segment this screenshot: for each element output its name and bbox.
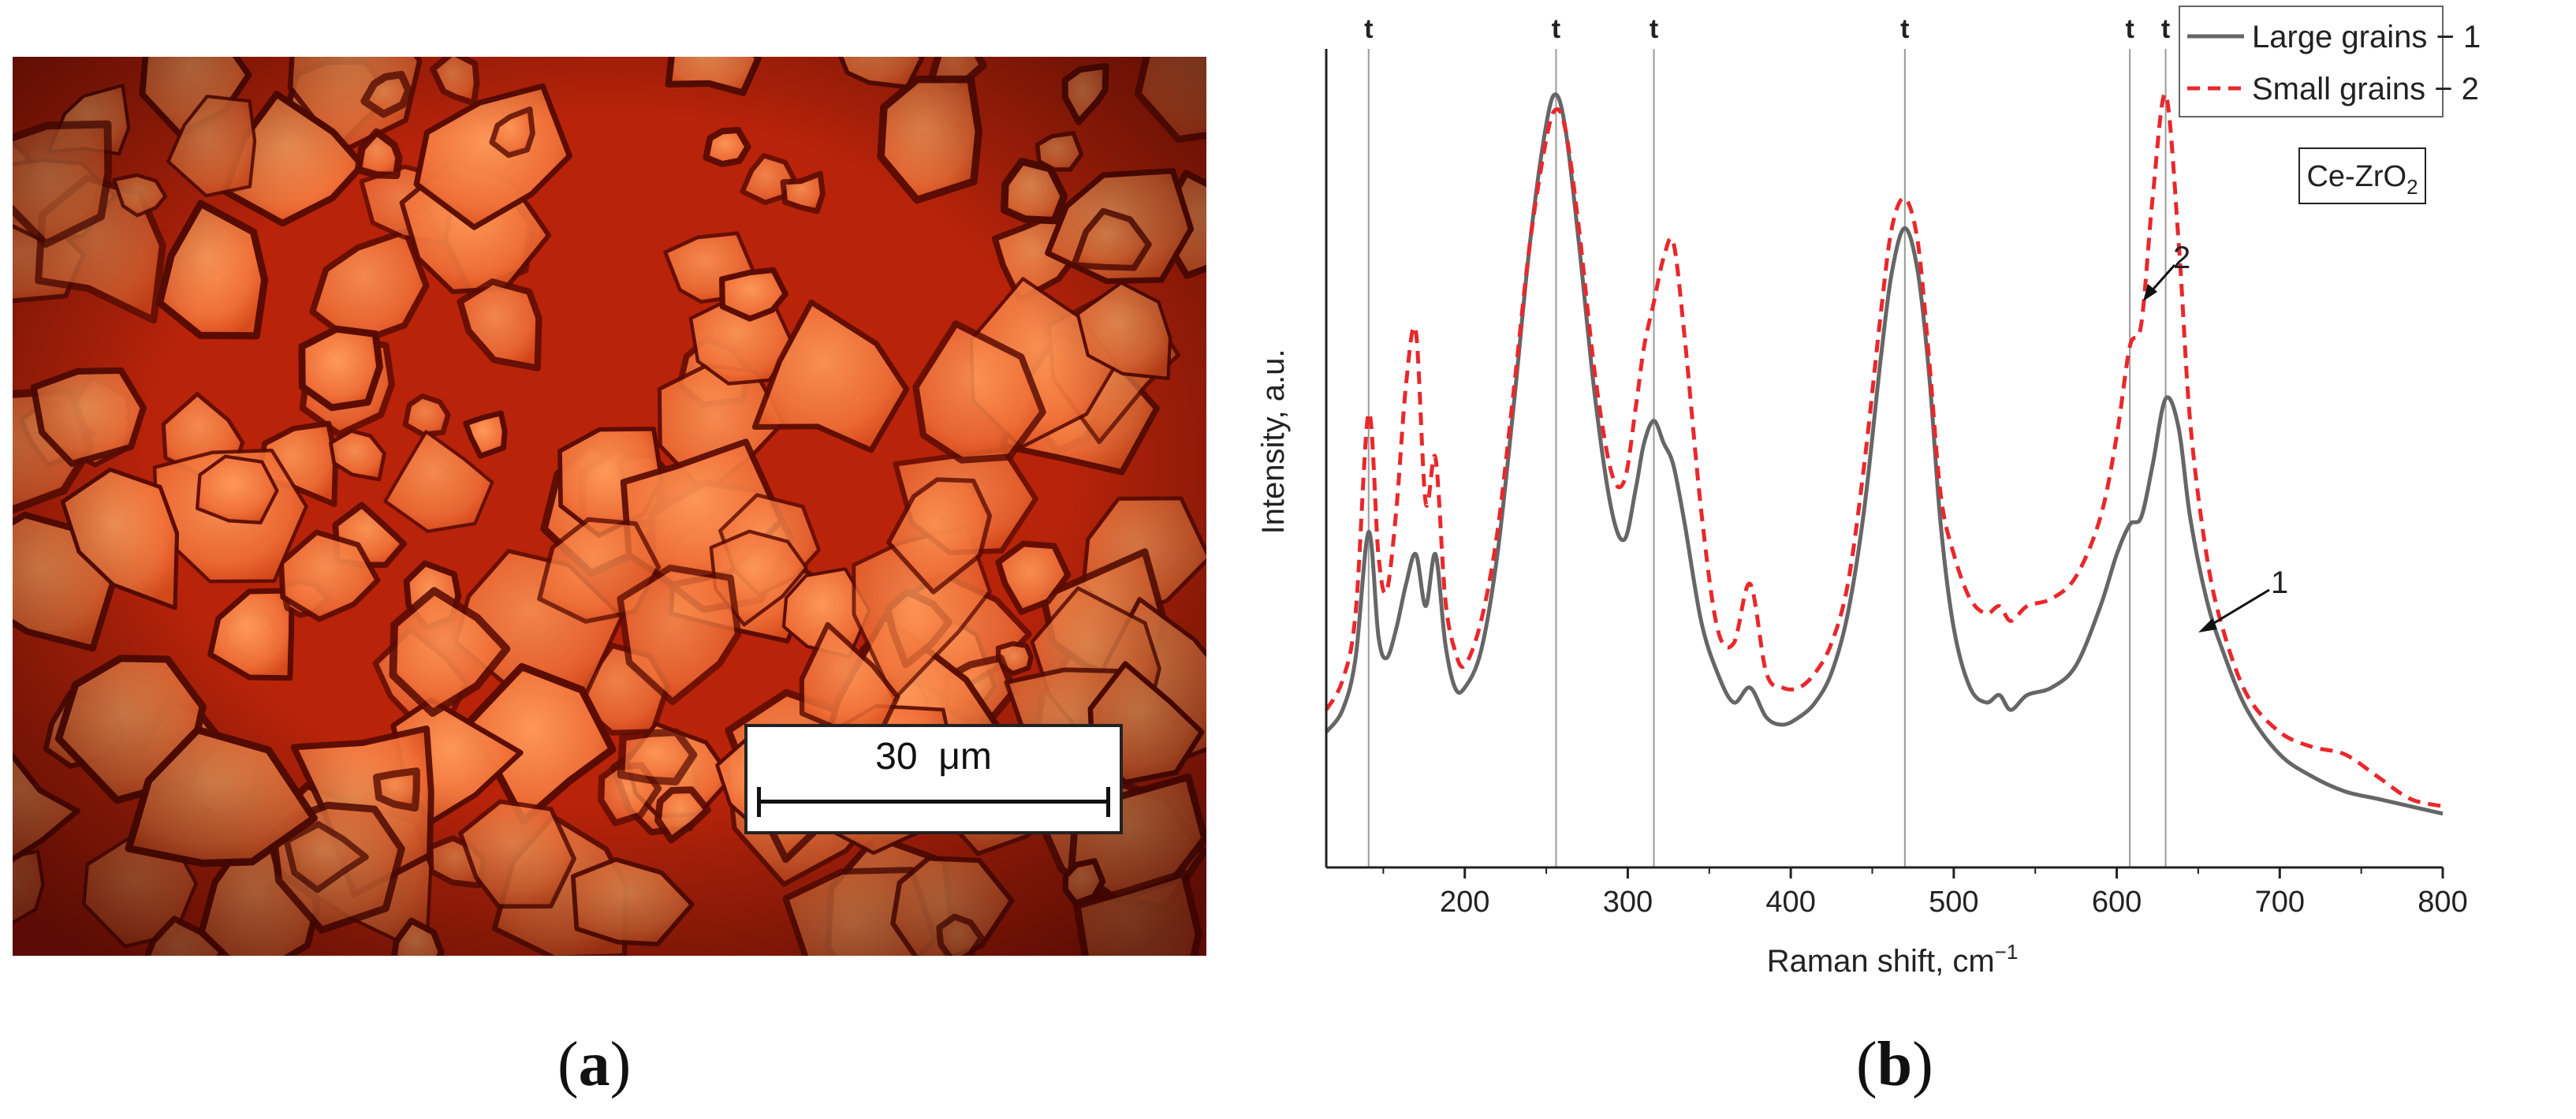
annotation-arrowhead-1: [2198, 618, 2217, 632]
x-tick-label: 800: [2418, 886, 2467, 919]
reference-line-label: t: [1650, 14, 1658, 44]
scale-bar-box: 30 μm: [744, 724, 1123, 834]
x-tick-label: 500: [1929, 886, 1978, 919]
series-layer: [1324, 92, 2444, 816]
series-line-large-grains: [1324, 92, 2444, 816]
panel-label-b: (b): [1856, 1030, 1933, 1099]
reference-line-label: t: [2161, 14, 2170, 44]
x-tick-label: 300: [1603, 886, 1653, 919]
scale-bar-label: 30 μm: [875, 736, 992, 778]
annotation-label-1: 1: [2271, 565, 2288, 600]
reference-line-label: t: [1900, 14, 1909, 44]
x-ticks: 200 300 400 500 600 700 800: [1382, 867, 2468, 919]
scale-bar-cap-left: [757, 787, 761, 817]
y-axis-label: Intensity, a.u.: [1256, 349, 1291, 535]
panel-label-a: (a): [557, 1030, 632, 1099]
legend-box: [2179, 6, 2444, 117]
annotation-label-2: 2: [2173, 241, 2190, 275]
micrograph-image: 30 μm: [13, 57, 1206, 956]
scale-bar-line: [759, 800, 1109, 804]
legend-label-1: Large grains − 1: [2252, 20, 2481, 54]
annotation-arrow-1: [2205, 588, 2270, 629]
x-tick-label: 700: [2255, 886, 2305, 919]
legend: Large grains − 1 Small grains − 2: [2179, 6, 2481, 117]
scale-bar-cap-right: [1106, 787, 1110, 817]
sample-label-box: [2298, 147, 2426, 204]
sample-label: Ce-ZrO2: [2298, 147, 2426, 204]
legend-label-2: Small grains − 2: [2252, 72, 2479, 106]
reference-line-label: t: [2125, 14, 2134, 44]
x-axis-label: Raman shift, cm−1: [1767, 940, 2019, 979]
reference-line-label: t: [1552, 14, 1560, 44]
x-tick-label: 400: [1765, 886, 1815, 919]
reference-line-label: t: [1364, 14, 1373, 44]
annotation-arrowhead-2: [2143, 284, 2157, 301]
x-tick-label: 200: [1440, 886, 1489, 919]
annotation-curve-1: 1: [2198, 565, 2288, 632]
axes: [1325, 49, 2443, 869]
series-line-small-grains: [1324, 92, 2444, 808]
annotation-arrow-2: [2148, 264, 2176, 294]
x-tick-label: 600: [2092, 886, 2142, 919]
annotation-curve-2: 2: [2143, 241, 2190, 301]
sample-label-text: Ce-ZrO2: [2306, 160, 2418, 199]
